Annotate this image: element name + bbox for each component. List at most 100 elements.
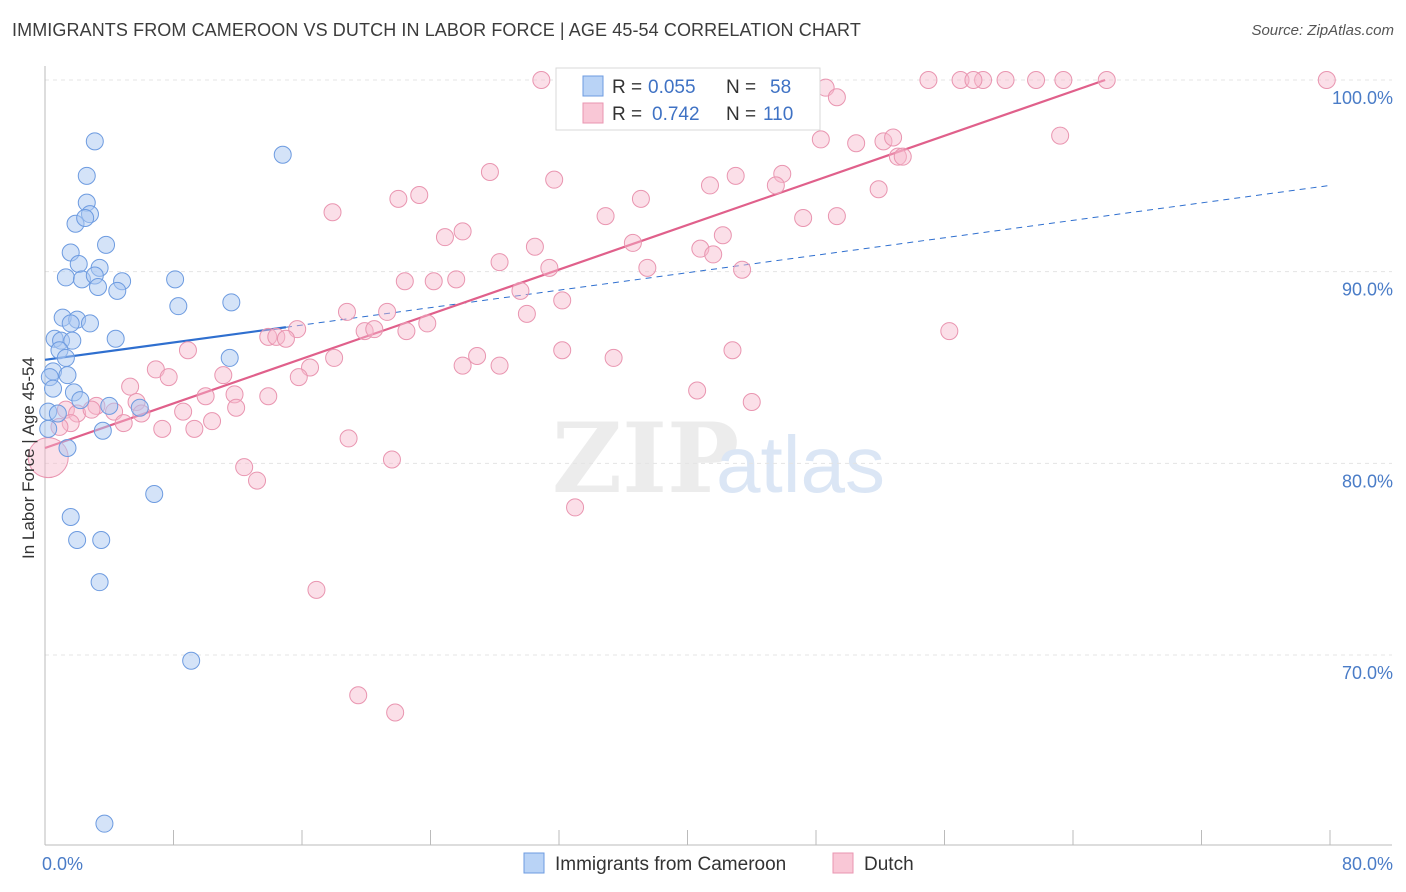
point-dutch xyxy=(339,429,358,448)
point-dutch xyxy=(214,366,233,385)
trend-line-dutch xyxy=(44,78,1106,450)
gridlines xyxy=(45,79,1392,656)
legend-n-value-dutch: 110 xyxy=(763,104,793,125)
point-dutch xyxy=(337,302,356,321)
point-cameroon xyxy=(100,396,119,415)
point-dutch xyxy=(276,329,295,348)
point-cameroon xyxy=(106,329,125,348)
point-dutch xyxy=(996,71,1015,89)
point-cameroon xyxy=(77,166,96,185)
series-dutch-points xyxy=(27,71,1336,722)
bottom-legend: Immigrants from Cameroon Dutch xyxy=(523,852,914,875)
point-dutch xyxy=(259,387,278,406)
point-dutch xyxy=(704,245,723,264)
point-dutch xyxy=(511,281,530,300)
legend-n-value-cameroon: 58 xyxy=(770,77,791,98)
point-dutch xyxy=(553,341,572,360)
point-cameroon xyxy=(80,314,99,333)
bottom-legend-label-cameroon: Immigrants from Cameroon xyxy=(555,854,786,875)
point-dutch xyxy=(174,402,193,421)
point-dutch xyxy=(604,348,623,367)
point-dutch xyxy=(490,356,509,375)
point-dutch xyxy=(453,222,472,241)
point-cameroon xyxy=(95,814,114,833)
point-dutch xyxy=(248,471,267,490)
point-dutch xyxy=(700,176,719,195)
point-dutch xyxy=(733,260,752,279)
point-dutch xyxy=(773,164,792,183)
point-cameroon xyxy=(222,293,241,312)
point-dutch xyxy=(121,377,140,396)
point-dutch xyxy=(453,356,472,375)
point-dutch xyxy=(378,302,397,321)
y-tick-label-1: 80.0% xyxy=(1342,471,1393,491)
point-dutch xyxy=(726,166,745,185)
legend-n-label-cameroon: N = xyxy=(726,77,756,98)
trend-lines-cameroon xyxy=(44,184,1331,361)
point-cameroon xyxy=(56,348,75,367)
y-tick-label-0: 70.0% xyxy=(1342,663,1393,683)
point-cameroon xyxy=(71,391,90,410)
point-cameroon xyxy=(89,278,108,296)
legend-r-label-dutch: R = xyxy=(612,104,642,125)
point-cameroon xyxy=(61,508,80,526)
point-dutch xyxy=(766,176,785,195)
point-cameroon xyxy=(92,531,111,549)
point-dutch xyxy=(974,71,993,89)
point-dutch xyxy=(468,347,487,365)
point-dutch xyxy=(196,387,215,406)
point-dutch xyxy=(349,686,368,705)
point-dutch xyxy=(1097,71,1116,89)
point-dutch xyxy=(153,419,172,438)
point-dutch xyxy=(888,147,907,166)
watermark-zip: ZIP xyxy=(552,402,739,515)
point-dutch xyxy=(545,170,564,189)
point-cameroon xyxy=(56,268,75,287)
point-dutch xyxy=(596,207,615,226)
series-cameroon-points xyxy=(39,132,292,833)
point-cameroon xyxy=(58,439,77,457)
point-dutch xyxy=(159,368,178,387)
point-dutch xyxy=(490,253,509,272)
legend-r-value-cameroon: 0.055 xyxy=(648,77,696,98)
point-cameroon xyxy=(166,270,185,289)
point-dutch xyxy=(386,703,405,722)
point-dutch xyxy=(517,304,536,323)
x-tick-label-1: 80.0% xyxy=(1342,854,1393,874)
point-cameroon xyxy=(273,145,292,164)
legend-r-value-dutch: 0.742 xyxy=(652,104,700,125)
point-cameroon xyxy=(182,651,201,670)
x-tick-label-0: 0.0% xyxy=(42,854,83,874)
point-dutch xyxy=(525,237,544,256)
point-dutch xyxy=(397,322,416,341)
point-dutch xyxy=(435,228,454,247)
point-cameroon xyxy=(76,209,95,227)
point-dutch xyxy=(480,163,499,181)
point-dutch xyxy=(566,498,585,517)
legend-swatch-dutch xyxy=(582,102,604,124)
point-dutch xyxy=(382,450,401,469)
point-dutch xyxy=(811,130,830,149)
point-cameroon xyxy=(220,348,239,367)
point-dutch xyxy=(951,71,970,89)
point-dutch xyxy=(203,412,222,431)
point-dutch xyxy=(395,272,414,291)
point-dutch xyxy=(723,341,742,360)
point-cameroon xyxy=(44,379,63,398)
point-dutch xyxy=(418,314,437,333)
point-dutch xyxy=(713,226,732,245)
point-dutch xyxy=(688,381,707,400)
point-dutch xyxy=(447,270,466,289)
point-dutch xyxy=(532,71,551,89)
point-dutch xyxy=(114,414,133,433)
point-dutch xyxy=(540,258,559,277)
legend-n-label-dutch: N = xyxy=(726,104,756,125)
source-credit: Source: ZipAtlas.com xyxy=(1251,22,1394,39)
point-cameroon xyxy=(61,314,80,333)
point-dutch xyxy=(940,322,959,341)
point-dutch xyxy=(185,419,204,438)
point-dutch xyxy=(827,88,846,107)
watermark-atlas: atlas xyxy=(716,420,885,509)
point-dutch xyxy=(638,258,657,277)
point-dutch xyxy=(61,414,80,433)
